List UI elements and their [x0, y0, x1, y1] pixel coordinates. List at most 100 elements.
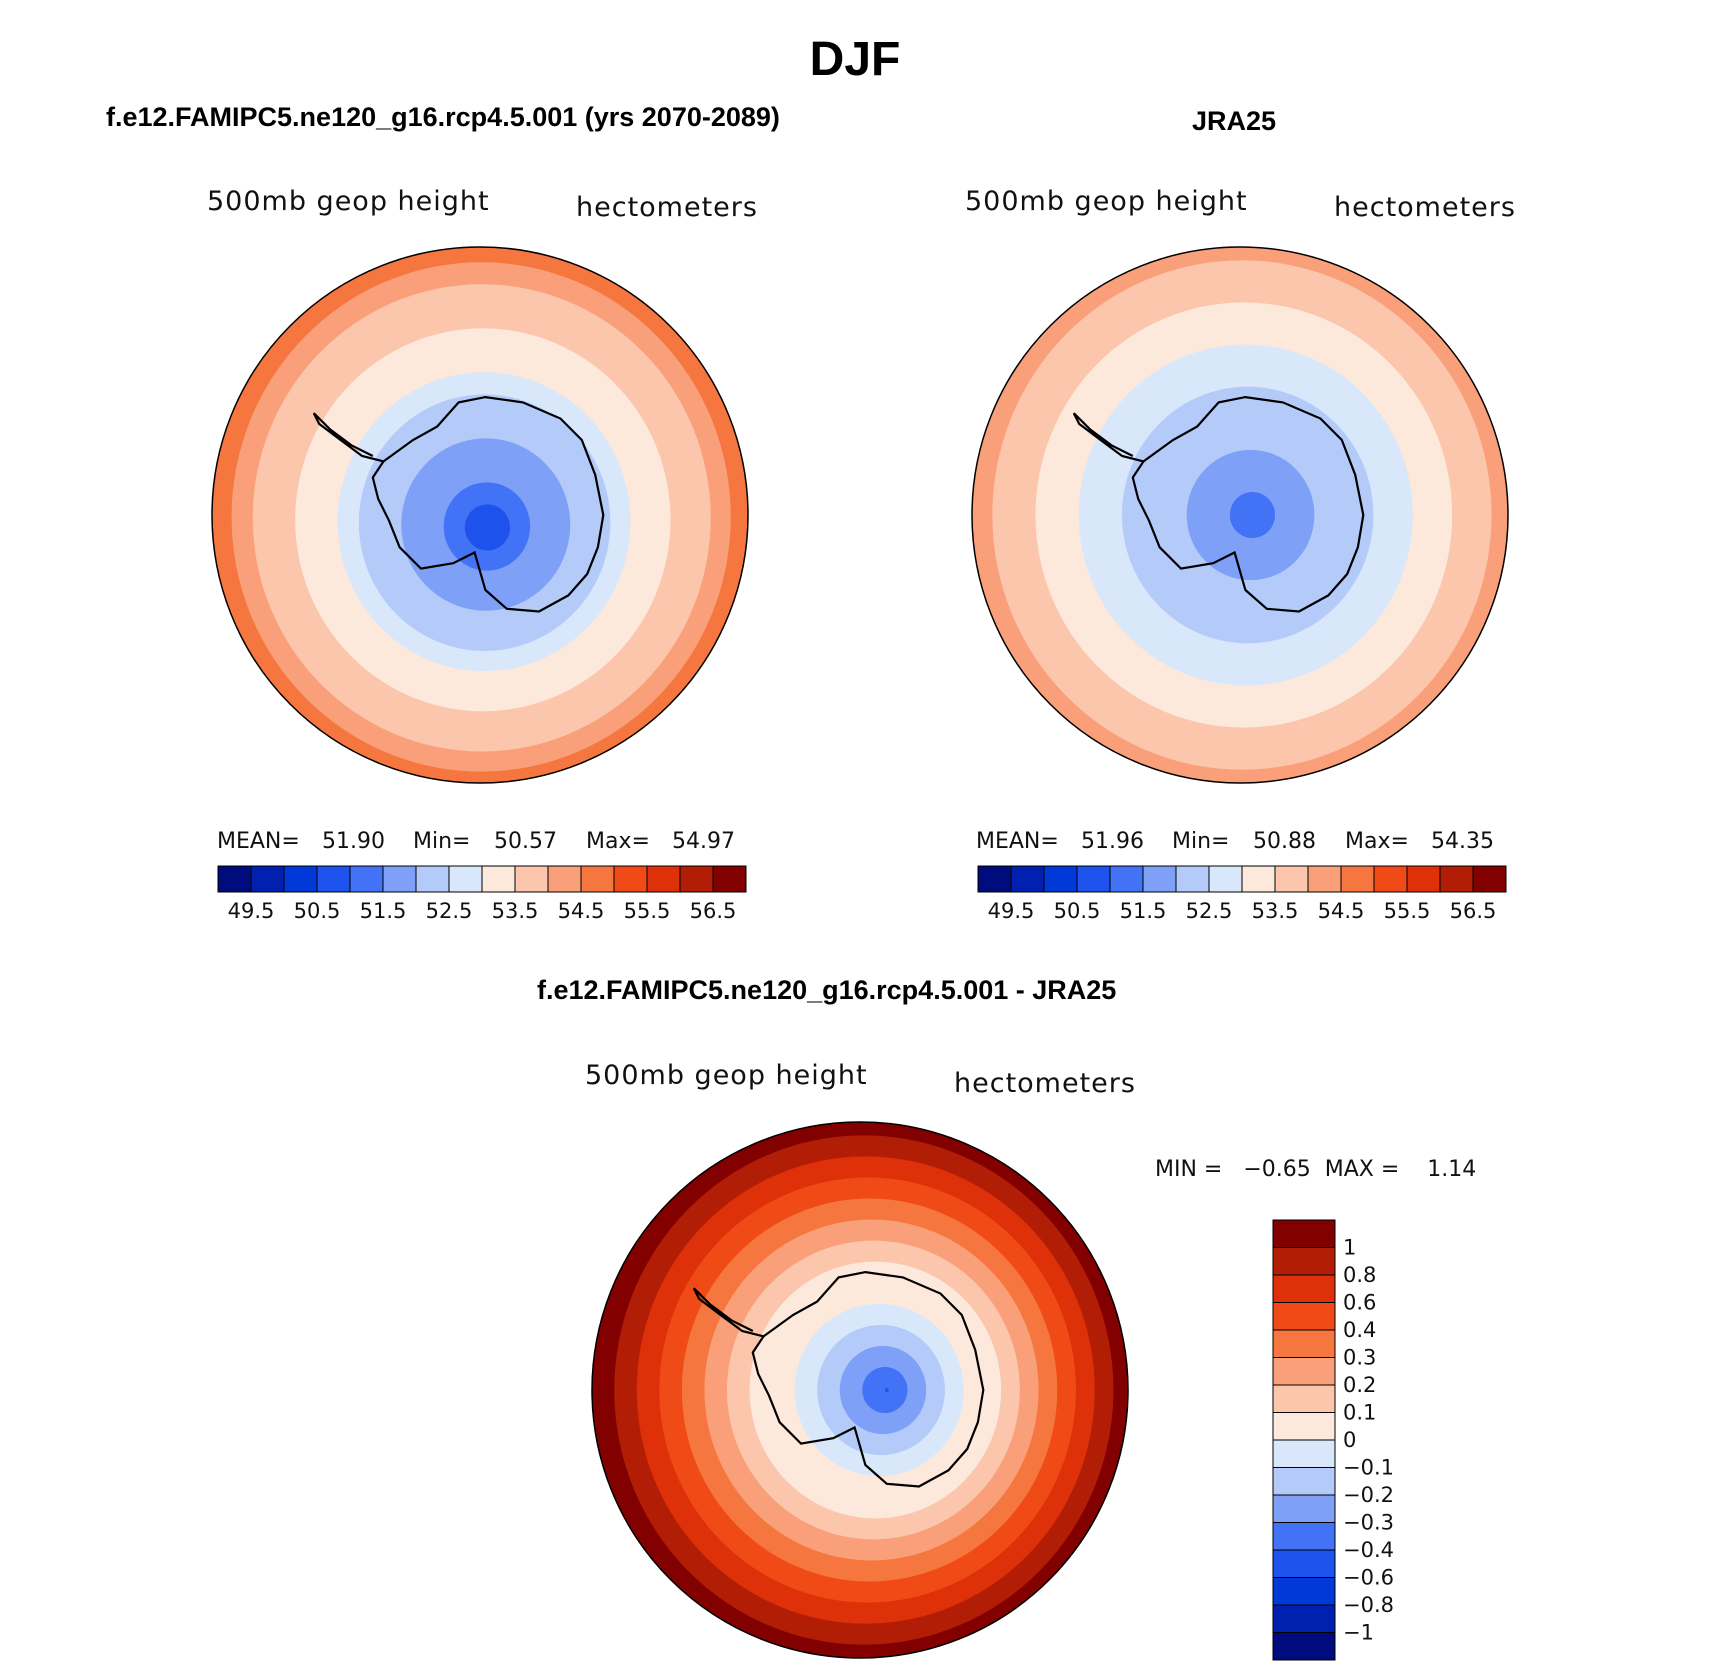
colorbar-swatch [481, 865, 516, 893]
colorbar-tick-label: 52.5 [1186, 899, 1233, 923]
colorbar-tick-label: −0.1 [1343, 1456, 1394, 1480]
colorbar-swatch [679, 865, 714, 893]
obs-panel-title: JRA25 [1192, 106, 1277, 136]
colorbar-tick-label: −0.6 [1343, 1566, 1394, 1590]
colorbar-swatch [217, 865, 252, 893]
antarctic-peninsula [692, 1287, 764, 1338]
colorbar-swatch [448, 865, 483, 893]
obs-min-value: 50.88 [1253, 829, 1316, 854]
colorbar-tick-label: 1 [1343, 1236, 1356, 1260]
colorbar-tick-label: 53.5 [1252, 899, 1299, 923]
antarctica-coastline [1131, 395, 1365, 613]
colorbar-swatch [1472, 865, 1507, 893]
model-max-label: Max= [586, 829, 650, 854]
contour-band [884, 1388, 889, 1392]
colorbar-swatch [1076, 865, 1111, 893]
colorbar-swatch [415, 865, 450, 893]
colorbar-tick-label: 0.3 [1343, 1346, 1376, 1370]
colorbar-tick-label: 0.2 [1343, 1373, 1376, 1397]
model-mean-value: 51.90 [322, 829, 385, 854]
colorbar-swatch [646, 865, 681, 893]
colorbar-swatch [580, 865, 615, 893]
colorbar-swatch [1272, 1549, 1336, 1578]
colorbar-swatch [1175, 865, 1210, 893]
antarctic-peninsula [1072, 412, 1144, 463]
colorbar-swatch [712, 865, 747, 893]
colorbar-swatch [1272, 1412, 1336, 1441]
obs-field-label: 500mb geop height [965, 186, 1248, 217]
colorbar-swatch [316, 865, 351, 893]
colorbar-tick-label: −0.8 [1343, 1593, 1394, 1617]
colorbar-tick-label: 50.5 [1054, 899, 1101, 923]
colorbar-tick-label: 51.5 [1120, 899, 1167, 923]
colorbar-swatch [1272, 1274, 1336, 1303]
contour-band [486, 526, 491, 531]
colorbar-tick-label: −0.3 [1343, 1511, 1394, 1535]
colorbar-tick-label: 50.5 [294, 899, 341, 923]
diff-field-label: 500mb geop height [585, 1060, 868, 1091]
obs-min-label: Min= [1172, 829, 1230, 854]
colorbar-swatch [250, 865, 285, 893]
model-polar-map [211, 246, 749, 784]
colorbar-tick-label: 0.4 [1343, 1318, 1376, 1342]
colorbar-tick-label: 49.5 [228, 899, 275, 923]
colorbar-swatch [1241, 865, 1276, 893]
obs-mean-label: MEAN= [976, 829, 1059, 854]
colorbar-swatch [1272, 1219, 1336, 1248]
colorbar-tick-label: 55.5 [1384, 899, 1431, 923]
obs-colorbar: 49.5 50.5 51.5 52.5 53.5 54.5 55.5 56.5 [977, 865, 1507, 923]
model-panel-title: f.e12.FAMIPC5.ne120_g16.rcp4.5.001 (yrs … [106, 102, 780, 132]
antarctic-peninsula [312, 412, 384, 463]
map-border [971, 246, 1509, 784]
obs-units-label: hectometers [1334, 192, 1516, 223]
colorbar-swatch [349, 865, 384, 893]
model-mean-label: MEAN= [217, 829, 300, 854]
colorbar-swatch [1272, 1522, 1336, 1551]
colorbar-swatch [1406, 865, 1441, 893]
colorbar-swatch [1272, 1494, 1336, 1523]
model-colorbar: 49.5 50.5 51.5 52.5 53.5 54.5 55.5 56.5 [217, 865, 747, 923]
colorbar-swatch [1272, 1357, 1336, 1386]
colorbar-swatch [1272, 1632, 1336, 1661]
obs-mean-value: 51.96 [1081, 829, 1144, 854]
antarctica-coastline [371, 395, 605, 613]
diff-polar-map [591, 1121, 1129, 1659]
colorbar-tick-label: 54.5 [558, 899, 605, 923]
contour-band [1251, 513, 1256, 517]
colorbar-swatch [1272, 1247, 1336, 1276]
colorbar-swatch [1043, 865, 1078, 893]
antarctica-coastline [751, 1270, 985, 1488]
colorbar-tick-label: 51.5 [360, 899, 407, 923]
diff-colorbar: 1 0.8 0.6 0.4 0.3 0.2 0.1 0 −0.1 −0.2 −0.3 −0.4 −0.6… [1272, 1219, 1394, 1661]
model-max-value: 54.97 [672, 829, 735, 854]
colorbar-tick-label: 52.5 [426, 899, 473, 923]
colorbar-swatch [1272, 1439, 1336, 1468]
colorbar-tick-label: −0.4 [1343, 1538, 1394, 1562]
colorbar-swatch [283, 865, 318, 893]
colorbar-swatch [382, 865, 417, 893]
colorbar-swatch [1272, 1384, 1336, 1413]
diff-min-max-text: MIN = −0.65 MAX = 1.14 [1155, 1157, 1477, 1182]
colorbar-tick-label: 49.5 [988, 899, 1035, 923]
colorbar-tick-label: 56.5 [690, 899, 737, 923]
colorbar-swatch [977, 865, 1012, 893]
model-min-label: Min= [413, 829, 471, 854]
colorbar-tick-label: −1 [1343, 1621, 1374, 1645]
colorbar-swatch [1373, 865, 1408, 893]
model-field-label: 500mb geop height [207, 186, 490, 217]
diff-units-label: hectometers [954, 1068, 1136, 1099]
obs-polar-map [971, 246, 1509, 784]
colorbar-tick-label: 0.6 [1343, 1291, 1376, 1315]
model-units-label: hectometers [576, 192, 758, 223]
colorbar-tick-label: 0.8 [1343, 1263, 1376, 1287]
colorbar-tick-label: 56.5 [1450, 899, 1497, 923]
colorbar-swatch [1272, 1604, 1336, 1633]
main-title: DJF [809, 33, 901, 86]
colorbar-swatch [1340, 865, 1375, 893]
colorbar-swatch [1272, 1302, 1336, 1331]
colorbar-swatch [1010, 865, 1045, 893]
colorbar-tick-label: −0.2 [1343, 1483, 1394, 1507]
map-border [211, 246, 749, 784]
colorbar-swatch [1272, 1467, 1336, 1496]
colorbar-swatch [1272, 1329, 1336, 1358]
